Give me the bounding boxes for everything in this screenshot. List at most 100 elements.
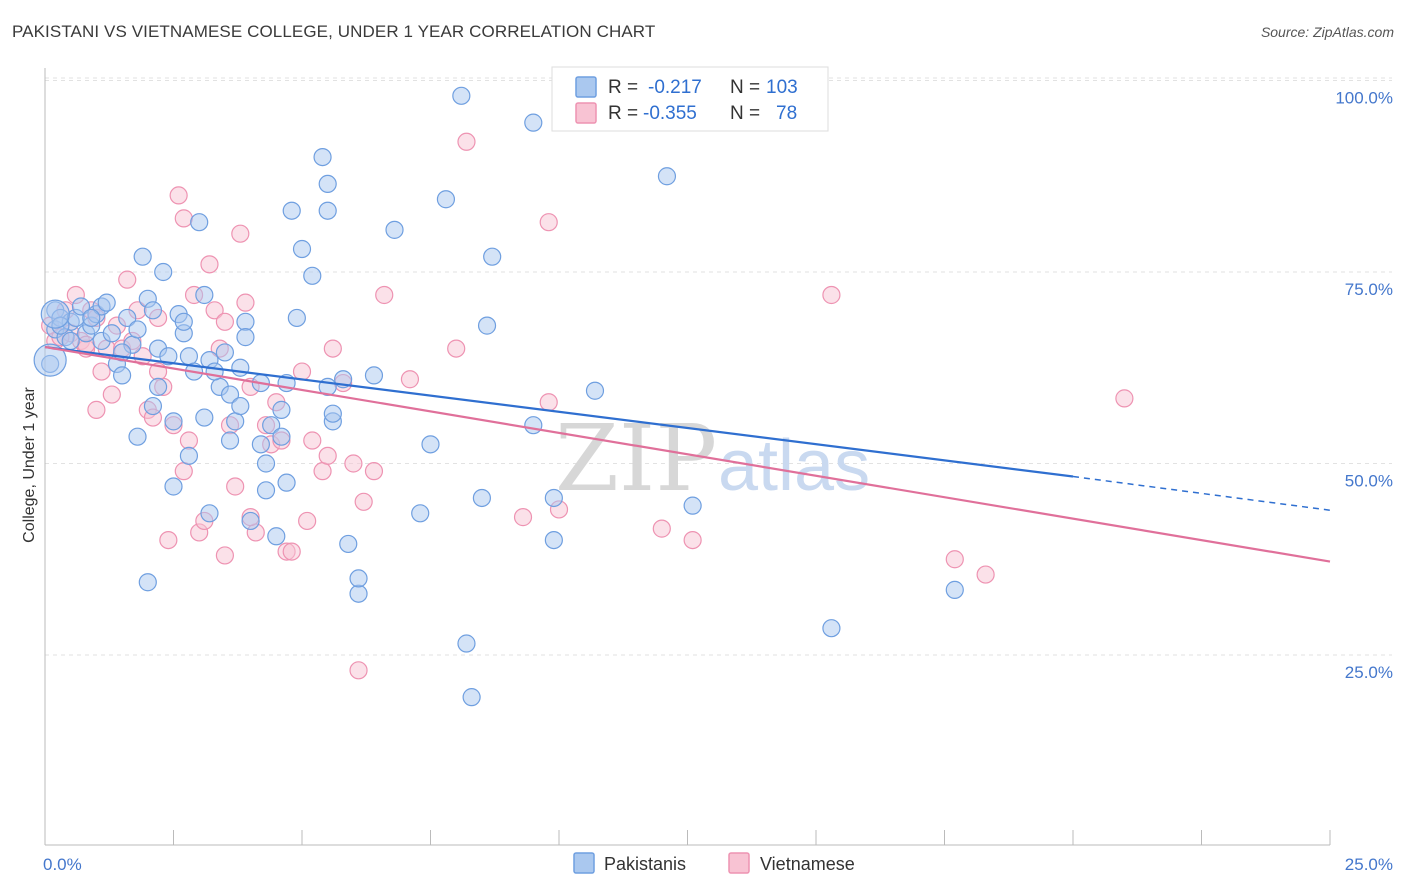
point-pakistanis (128, 427, 147, 446)
point-pakistanis (205, 362, 224, 381)
watermark-atlas: atlas (718, 426, 870, 506)
point-vietnamese (976, 565, 995, 584)
top-legend-box (551, 66, 829, 132)
point-pakistanis (544, 488, 563, 508)
point-pakistanis (138, 573, 157, 592)
point-vietnamese (539, 393, 558, 412)
point-pakistanis (477, 316, 497, 335)
point-pakistanis (292, 239, 312, 259)
trend-line-pakistanis-extension (1072, 475, 1331, 511)
point-vietnamese (1115, 389, 1134, 408)
point-pakistanis (524, 113, 543, 132)
point-pakistanis (945, 580, 964, 599)
legend-n-label: N = (730, 77, 760, 98)
point-vietnamese (159, 530, 178, 550)
point-pakistanis (313, 148, 332, 167)
point-pakistanis (544, 530, 563, 550)
point-pakistanis (323, 404, 342, 423)
point-vietnamese (354, 492, 373, 511)
point-vietnamese (92, 362, 111, 381)
point-pakistanis (200, 504, 219, 523)
point-pakistanis (190, 213, 209, 232)
point-pakistanis (349, 584, 368, 603)
point-pakistanis (231, 358, 250, 377)
x-tick-label: 25.0% (1345, 855, 1393, 874)
point-vietnamese (205, 301, 224, 320)
point-vietnamese (457, 132, 476, 151)
point-pakistanis (385, 220, 404, 239)
point-vietnamese (169, 186, 188, 205)
point-pakistanis (133, 247, 152, 266)
legend-n-label: N = (730, 103, 760, 124)
point-vietnamese (303, 431, 322, 450)
point-vietnamese (313, 462, 332, 481)
point-pakistanis (112, 366, 132, 385)
bottom-legend-pakistanis: Pakistanis (604, 854, 686, 874)
point-pakistanis (339, 534, 358, 554)
point-vietnamese (118, 270, 137, 289)
legend-n-value-vietnamese: 78 (776, 103, 797, 124)
point-pakistanis (585, 381, 605, 400)
point-vietnamese (318, 446, 337, 465)
point-pakistanis (411, 504, 430, 523)
point-pakistanis (97, 293, 116, 312)
point-vietnamese (344, 454, 363, 473)
point-vietnamese (215, 546, 234, 565)
point-pakistanis (128, 320, 147, 339)
chart-title: PAKISTANI VS VIETNAMESE COLLEGE, UNDER 1… (12, 22, 656, 41)
trend-lines (44, 345, 1331, 563)
legend-swatch-pakistanis (575, 76, 597, 98)
point-vietnamese (226, 477, 245, 496)
point-vietnamese (364, 462, 384, 481)
point-pakistanis (318, 201, 337, 220)
point-vietnamese (822, 285, 841, 305)
point-vietnamese (945, 550, 964, 569)
axes (44, 68, 1331, 846)
point-pakistanis (220, 431, 240, 450)
point-pakistanis (195, 285, 214, 305)
point-vietnamese (102, 385, 121, 404)
point-pakistanis (220, 385, 240, 404)
watermark-zip: ZIP (555, 405, 717, 512)
point-vietnamese (539, 213, 558, 232)
trend-line-pakistanis (44, 345, 1074, 478)
trend-line-vietnamese (44, 345, 1331, 563)
point-pakistanis (303, 266, 322, 285)
legend-r-label: R = (608, 103, 638, 124)
point-pakistanis (256, 481, 276, 500)
point-pakistanis (143, 301, 163, 320)
point-vietnamese (652, 519, 671, 538)
data-points (33, 75, 1134, 707)
point-vietnamese (292, 362, 312, 381)
point-pakistanis (236, 312, 255, 331)
y-tick-label: 50.0% (1345, 472, 1393, 491)
point-pakistanis (174, 312, 193, 331)
legend-r-label: R = (608, 77, 638, 98)
bottom-legend: Pakistanis Vietnamese (573, 852, 855, 874)
point-pakistanis (215, 343, 234, 362)
point-pakistanis (71, 297, 91, 316)
point-pakistanis (318, 174, 337, 194)
point-vietnamese (231, 224, 250, 243)
point-pakistanis (226, 412, 245, 431)
point-pakistanis (683, 496, 702, 515)
point-pakistanis (272, 400, 291, 419)
point-pakistanis (231, 396, 250, 416)
point-vietnamese (87, 400, 106, 419)
point-vietnamese (349, 661, 368, 680)
point-vietnamese (236, 293, 255, 312)
y-tick-label: 100.0% (1335, 89, 1393, 108)
point-pakistanis (436, 190, 456, 209)
point-pakistanis (236, 328, 255, 347)
x-tick-label: 0.0% (43, 855, 82, 874)
point-vietnamese (174, 462, 193, 481)
point-pakistanis (159, 347, 178, 366)
bottom-legend-vietnamese: Vietnamese (760, 854, 855, 874)
point-pakistanis (179, 347, 199, 366)
bottom-legend-swatch-vietnamese (728, 852, 750, 874)
point-vietnamese (282, 542, 301, 561)
point-pakistanis (82, 308, 101, 328)
point-vietnamese (375, 285, 394, 305)
point-pakistanis (61, 331, 80, 351)
